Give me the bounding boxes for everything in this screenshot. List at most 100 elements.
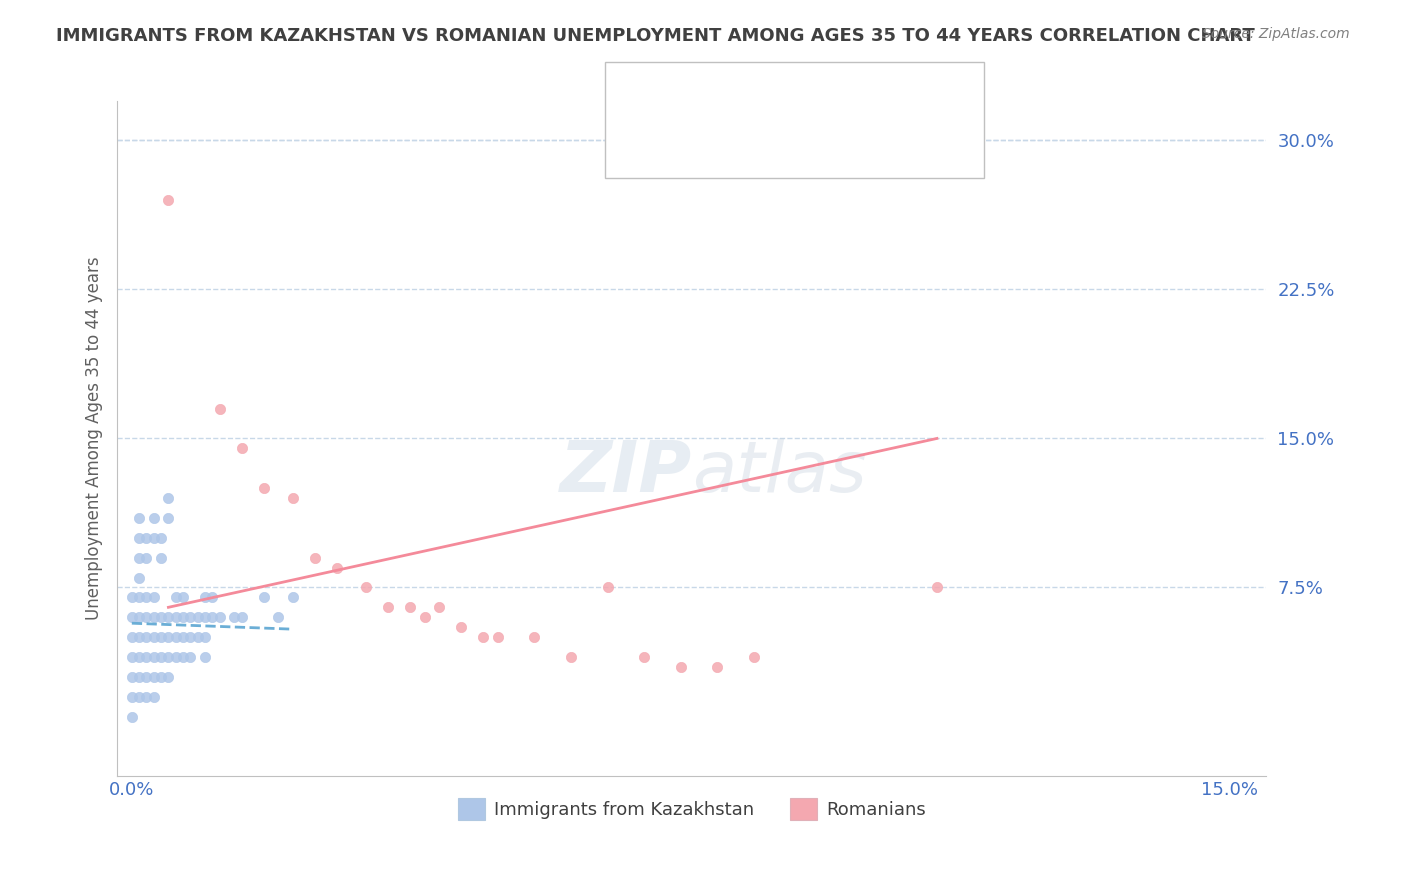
- Point: [157, 511, 180, 525]
- Point: [128, 690, 150, 704]
- Point: [165, 610, 187, 624]
- Point: [142, 531, 165, 545]
- Point: [472, 630, 495, 644]
- Text: R =: R =: [640, 107, 679, 125]
- Text: -0.043: -0.043: [685, 84, 742, 102]
- Point: [560, 650, 582, 665]
- Point: [208, 401, 231, 416]
- Point: [157, 650, 180, 665]
- Point: [121, 650, 143, 665]
- Point: [925, 581, 948, 595]
- Point: [450, 620, 472, 634]
- Point: [128, 550, 150, 565]
- Point: [194, 591, 217, 605]
- Point: [150, 650, 173, 665]
- Text: 23: 23: [785, 107, 807, 125]
- Point: [157, 610, 180, 624]
- Point: [179, 630, 201, 644]
- Text: N =: N =: [752, 84, 792, 102]
- Text: IMMIGRANTS FROM KAZAKHSTAN VS ROMANIAN UNEMPLOYMENT AMONG AGES 35 TO 44 YEARS CO: IMMIGRANTS FROM KAZAKHSTAN VS ROMANIAN U…: [56, 27, 1256, 45]
- Point: [142, 690, 165, 704]
- Point: [252, 481, 274, 495]
- Point: [194, 610, 217, 624]
- Point: [224, 610, 246, 624]
- Point: [121, 610, 143, 624]
- Point: [281, 591, 304, 605]
- Point: [128, 591, 150, 605]
- Point: [486, 630, 509, 644]
- Point: [633, 650, 655, 665]
- Point: [150, 610, 173, 624]
- Point: [142, 670, 165, 684]
- Point: [427, 600, 450, 615]
- Text: N =: N =: [752, 107, 792, 125]
- Point: [706, 660, 728, 674]
- Point: [172, 650, 194, 665]
- Point: [399, 600, 422, 615]
- Point: [201, 610, 224, 624]
- Point: [135, 591, 157, 605]
- Point: [201, 591, 224, 605]
- Point: [413, 610, 436, 624]
- Point: [523, 630, 546, 644]
- Point: [669, 660, 692, 674]
- Point: [231, 442, 253, 456]
- Y-axis label: Unemployment Among Ages 35 to 44 years: Unemployment Among Ages 35 to 44 years: [86, 257, 103, 620]
- Point: [377, 600, 399, 615]
- Point: [742, 650, 765, 665]
- Point: [194, 650, 217, 665]
- Point: [128, 650, 150, 665]
- Point: [354, 581, 377, 595]
- Point: [142, 650, 165, 665]
- Point: [231, 610, 253, 624]
- Point: [128, 570, 150, 584]
- Point: [128, 531, 150, 545]
- Point: [150, 531, 173, 545]
- Point: [157, 670, 180, 684]
- Point: [142, 630, 165, 644]
- Point: [142, 591, 165, 605]
- Point: [157, 491, 180, 505]
- Point: [172, 591, 194, 605]
- Point: [121, 690, 143, 704]
- Text: atlas: atlas: [692, 438, 866, 507]
- Point: [172, 610, 194, 624]
- Point: [281, 491, 304, 505]
- Point: [150, 630, 173, 644]
- Point: [150, 550, 173, 565]
- Point: [135, 610, 157, 624]
- Legend: Immigrants from Kazakhstan, Romanians: Immigrants from Kazakhstan, Romanians: [447, 788, 936, 831]
- Point: [135, 650, 157, 665]
- Text: R =: R =: [640, 84, 679, 102]
- Point: [128, 610, 150, 624]
- Point: [194, 630, 217, 644]
- Point: [128, 670, 150, 684]
- Text: 0.311: 0.311: [685, 107, 748, 125]
- Point: [165, 630, 187, 644]
- Point: [157, 193, 180, 207]
- Point: [121, 670, 143, 684]
- Point: [172, 630, 194, 644]
- Point: [135, 550, 157, 565]
- Point: [252, 591, 274, 605]
- Point: [135, 670, 157, 684]
- Point: [208, 610, 231, 624]
- Point: [165, 591, 187, 605]
- Point: [326, 560, 349, 574]
- Point: [121, 630, 143, 644]
- Point: [135, 531, 157, 545]
- Text: ZIP: ZIP: [560, 438, 692, 507]
- Text: 69: 69: [785, 84, 807, 102]
- Point: [179, 650, 201, 665]
- Point: [267, 610, 290, 624]
- Point: [121, 591, 143, 605]
- Point: [304, 550, 326, 565]
- Point: [150, 670, 173, 684]
- Point: [187, 630, 209, 644]
- Point: [187, 610, 209, 624]
- Point: [165, 650, 187, 665]
- Point: [179, 610, 201, 624]
- Point: [142, 511, 165, 525]
- Point: [121, 709, 143, 723]
- Point: [128, 630, 150, 644]
